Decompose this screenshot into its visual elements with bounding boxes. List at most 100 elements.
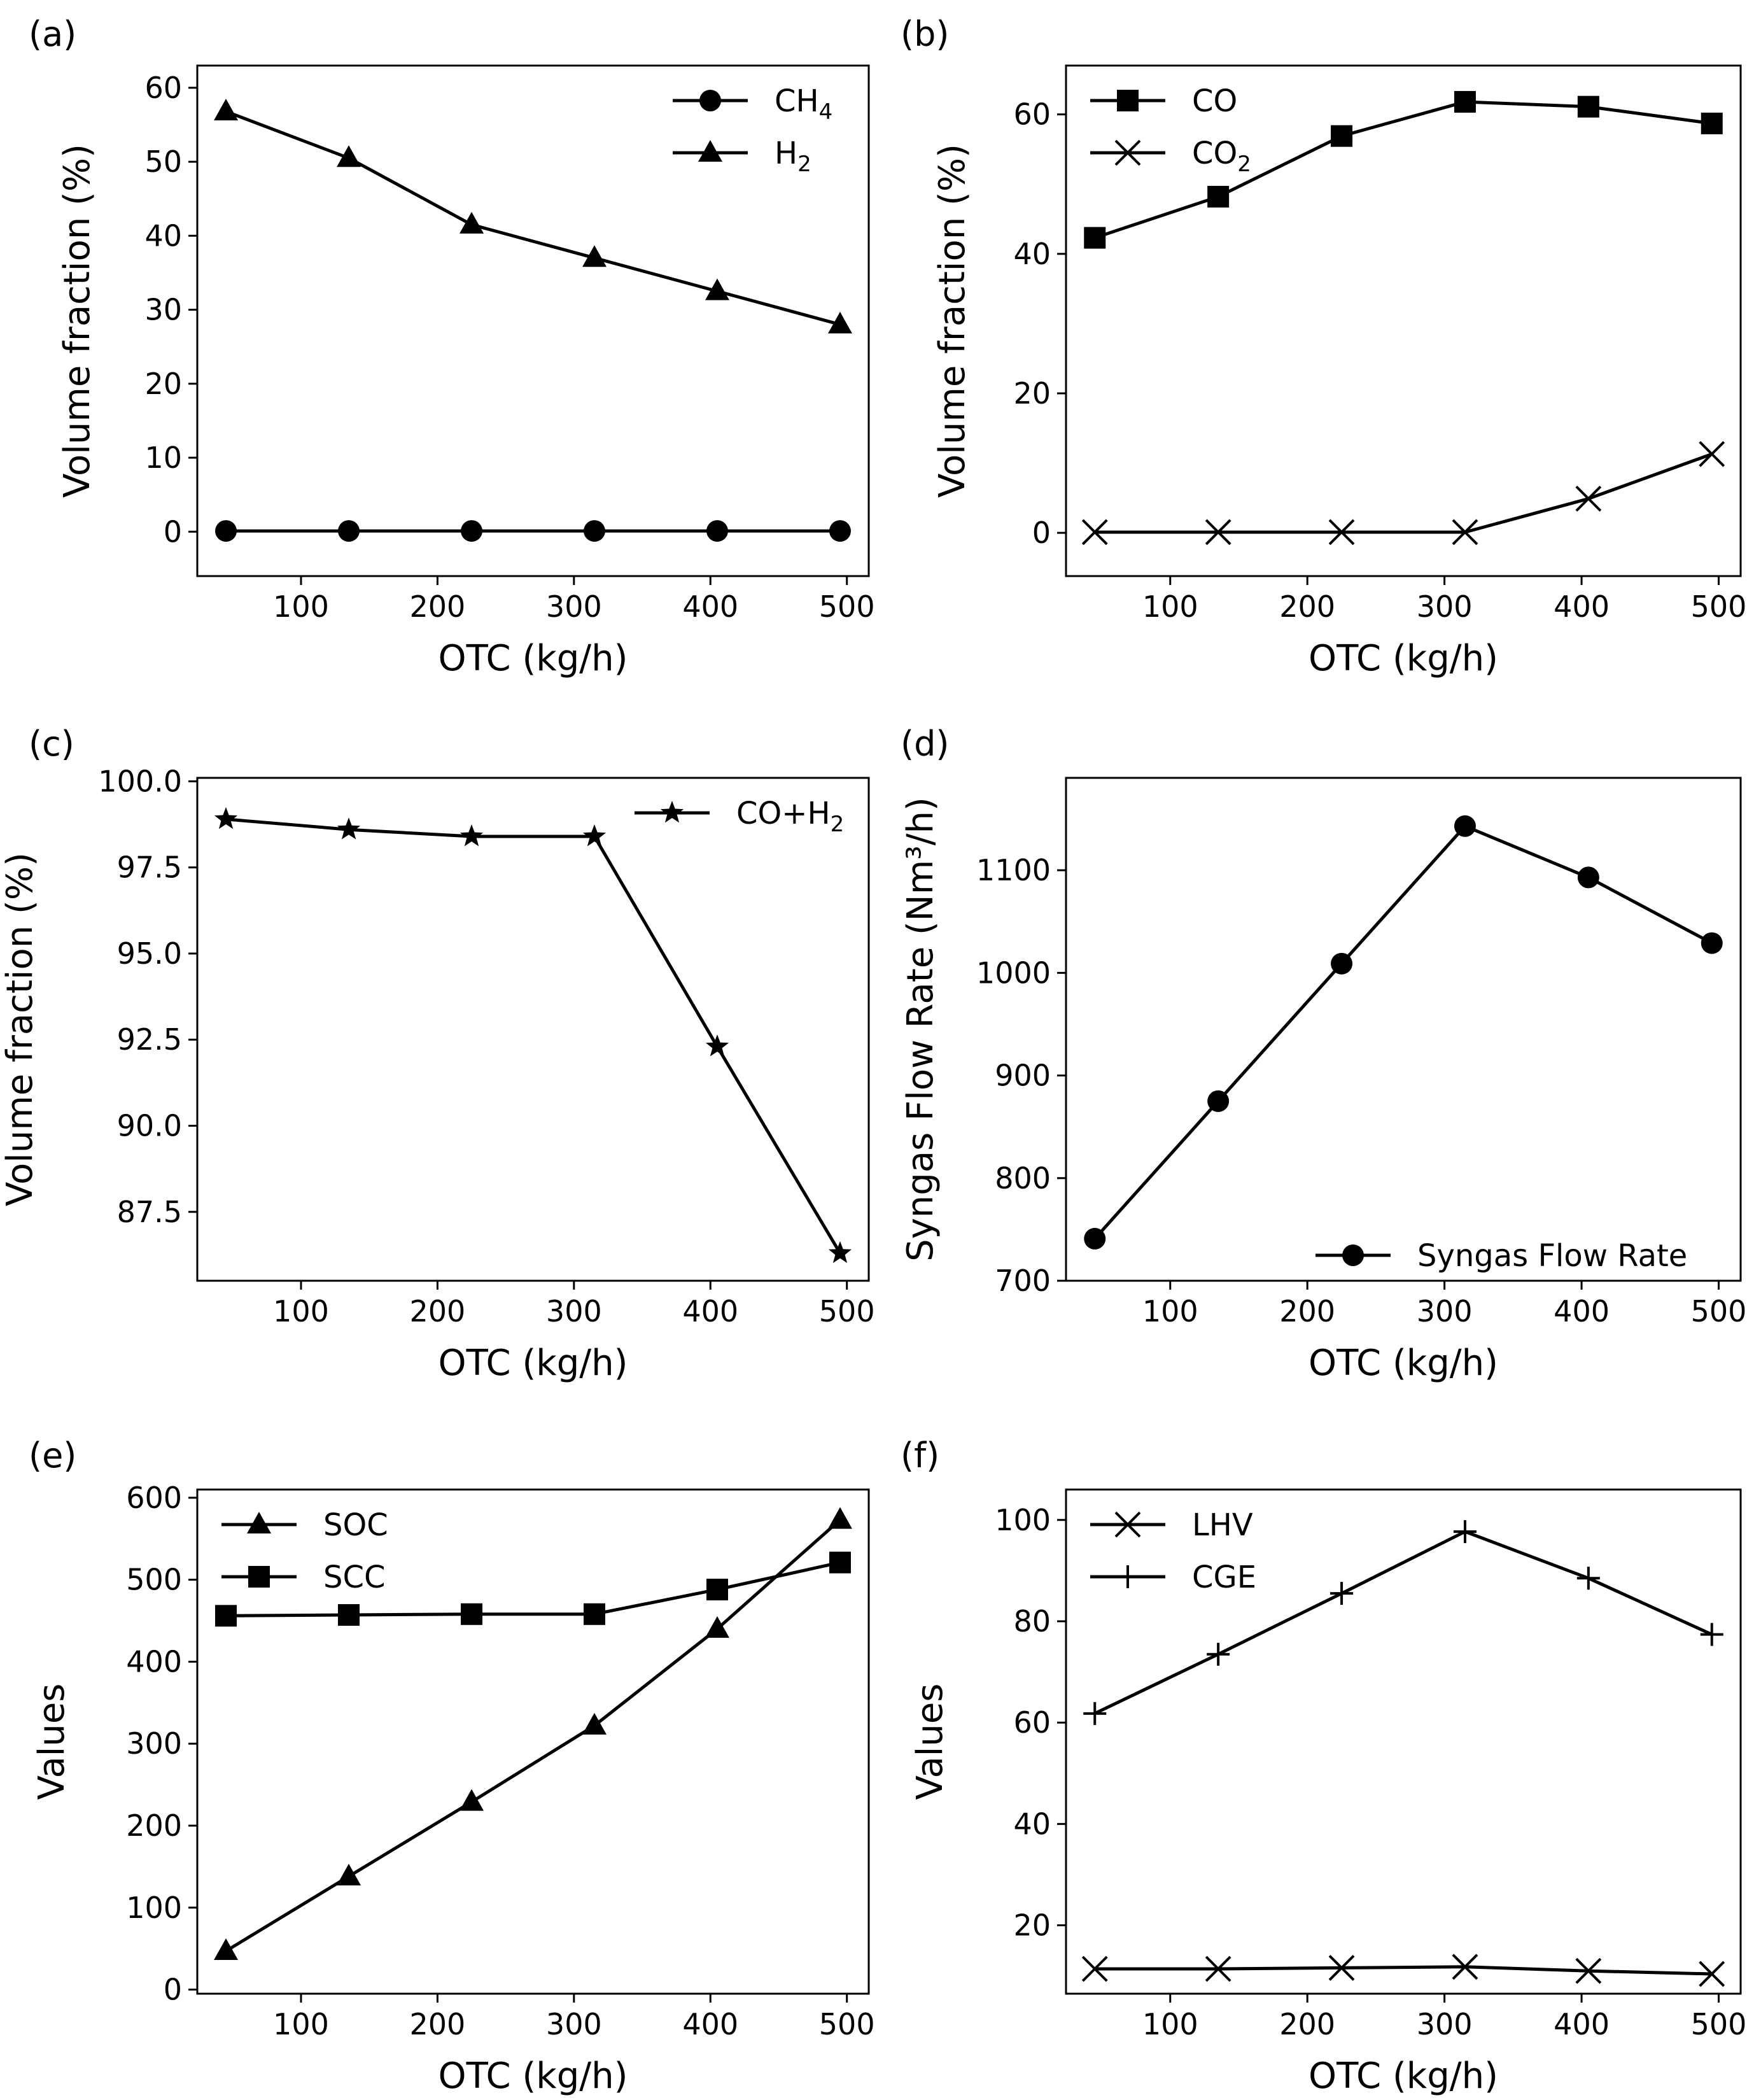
data-point	[1328, 1954, 1355, 1981]
legend-label: CO2	[1192, 136, 1251, 177]
chart-panel-f: (f) 100 200 300 400 500 20 40 60 80 100 OTC (kg/h) V…	[901, 1435, 1746, 2097]
legend-label: LHV	[1192, 1507, 1253, 1543]
legend-subscript: 2	[797, 152, 811, 177]
data-point	[829, 520, 851, 542]
data-point	[337, 1863, 361, 1885]
series-ch4	[215, 520, 851, 542]
y-tick-label: 1100	[976, 853, 1051, 887]
panel-label: (c)	[29, 724, 74, 764]
x-tick-label: 200	[409, 2007, 465, 2041]
y-axis-label: Values	[31, 1684, 73, 1800]
data-point	[337, 817, 361, 840]
data-point	[214, 99, 239, 121]
y-tick-label: 600	[126, 1481, 182, 1515]
legend-marker	[1114, 1511, 1141, 1538]
y-tick-label: 40	[144, 218, 182, 253]
series-scc	[215, 1551, 851, 1627]
x-tick-label: 300	[546, 2007, 602, 2041]
data-point	[828, 1241, 852, 1264]
data-point	[338, 1604, 360, 1626]
x-tick-label: 300	[546, 589, 602, 624]
x-tick-label: 500	[819, 2007, 875, 2041]
chart-panel-e: (e) 100 200 300 400 500 0 100 200 300 400 500 600 OTC…	[29, 1435, 875, 2097]
y-tick-label: 60	[1013, 97, 1051, 132]
series-line	[225, 1518, 841, 1953]
data-point	[1575, 1957, 1602, 1984]
x-tick-label: 500	[1691, 1294, 1747, 1328]
x-tick-label: 400	[682, 1294, 738, 1328]
legend: CH4 H2	[673, 83, 832, 177]
data-point	[829, 1551, 851, 1574]
legend-marker	[699, 90, 721, 111]
plot-area-frame	[196, 777, 870, 1282]
data-point	[1701, 112, 1723, 134]
data-point	[1577, 95, 1599, 118]
x-tick-label: 500	[1691, 2007, 1747, 2041]
x-tick-label: 200	[1279, 1294, 1335, 1328]
x-tick-label: 400	[682, 589, 738, 624]
x-tick-label: 500	[819, 1294, 875, 1328]
series-line	[225, 817, 842, 1254]
chart-panel-b: (b) 100 200 300 400 500 0 20 40 60 OTC (kg/h) Volum…	[901, 14, 1746, 679]
x-tick-label: 100	[273, 589, 329, 624]
y-tick-label: 20	[144, 367, 182, 401]
data-point	[583, 520, 605, 542]
x-axis-label: OTC (kg/h)	[438, 638, 628, 679]
series-co-h2	[214, 807, 852, 1264]
data-point	[1207, 185, 1230, 208]
y-tick-label: 200	[126, 1808, 182, 1843]
y-tick-label: 10	[144, 440, 182, 475]
legend: CO CO2	[1090, 83, 1251, 177]
series-co	[1084, 90, 1723, 249]
data-point	[705, 1034, 729, 1057]
x-tick-label: 400	[1554, 1294, 1610, 1328]
y-axis-label: Volume fraction (%)	[932, 144, 973, 498]
legend-label: CO+H2	[736, 796, 844, 837]
chart-panel-c: (c) 100 200 300 400 500 87.5 90.0 92.5 95.0 97.5 10…	[0, 724, 875, 1384]
series-co2	[1081, 440, 1725, 546]
legend-label: CH4	[775, 83, 832, 125]
legend-subscript: 2	[831, 812, 845, 837]
y-tick-label: 0	[1032, 516, 1051, 550]
x-tick-label: 200	[1279, 589, 1335, 624]
x-tick-label: 100	[273, 1294, 329, 1328]
legend-label: SCC	[323, 1560, 386, 1595]
legend-marker	[698, 140, 722, 162]
data-point	[1452, 519, 1478, 546]
data-point	[1081, 519, 1108, 546]
data-point	[461, 520, 483, 542]
x-tick-label: 400	[682, 2007, 738, 2041]
data-point	[1084, 1227, 1106, 1250]
x-axis-label: OTC (kg/h)	[1308, 2055, 1498, 2097]
legend: Syngas Flow Rate	[1315, 1238, 1687, 1274]
data-point	[1207, 1090, 1230, 1112]
y-tick-label: 97.5	[117, 850, 182, 885]
data-point	[214, 1938, 239, 1961]
y-tick-label: 500	[126, 1563, 182, 1597]
data-point	[460, 211, 484, 234]
data-point	[1207, 1642, 1230, 1666]
data-point	[215, 520, 237, 542]
data-point	[582, 824, 607, 847]
y-tick-label: 50	[144, 144, 182, 179]
y-tick-label: 0	[164, 1973, 182, 2007]
legend-label: Syngas Flow Rate	[1417, 1238, 1687, 1274]
x-axis-label: OTC (kg/h)	[438, 2055, 628, 2097]
x-tick-label: 300	[1417, 589, 1473, 624]
legend: CO+H2	[635, 796, 844, 837]
x-tick-label: 100	[273, 2007, 329, 2041]
series-line	[225, 109, 841, 327]
x-tick-label: 100	[1142, 1294, 1198, 1328]
legend: LHV CGE	[1090, 1507, 1256, 1595]
data-point	[1084, 227, 1106, 249]
data-point	[1328, 519, 1355, 546]
data-point	[1577, 866, 1599, 889]
y-tick-label: 92.5	[117, 1022, 182, 1057]
y-tick-label: 60	[144, 71, 182, 105]
data-point	[827, 311, 852, 334]
data-point	[1081, 1956, 1108, 1982]
y-tick-label: 20	[1013, 1908, 1051, 1943]
y-tick-label: 60	[1013, 1705, 1051, 1740]
series-line	[1095, 452, 1713, 534]
